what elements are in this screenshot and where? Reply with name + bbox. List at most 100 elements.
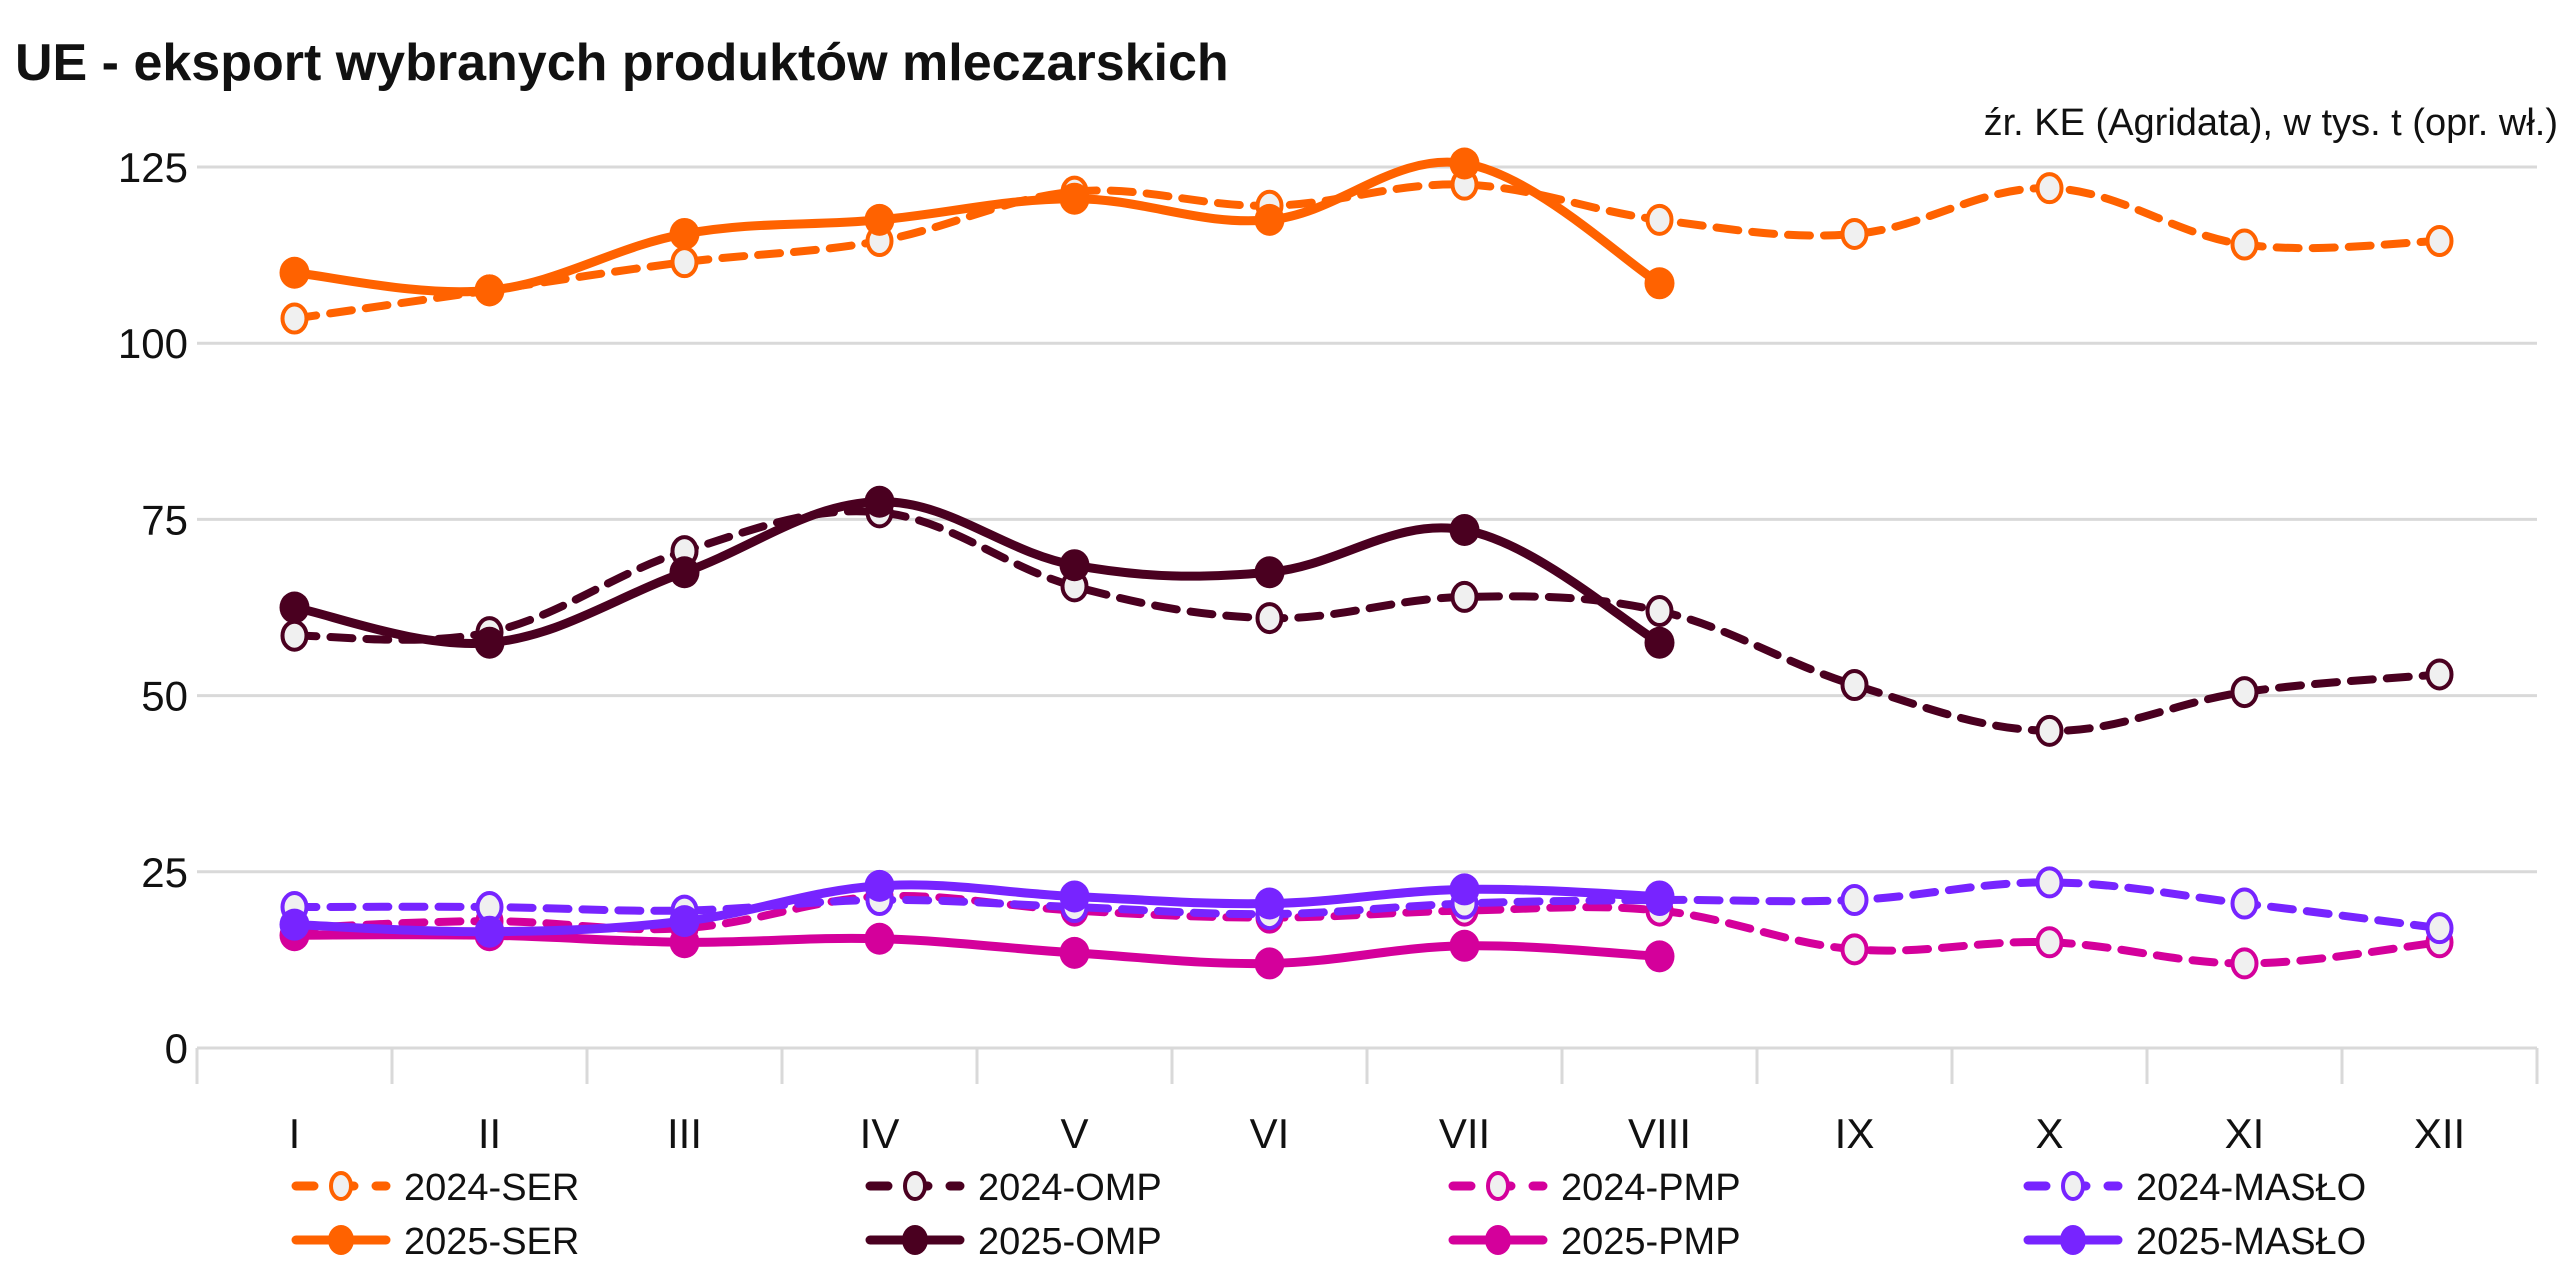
legend-item: 2024-OMP bbox=[865, 1167, 1162, 1209]
legend-item: 2024-MASŁO bbox=[2023, 1167, 2366, 1209]
data-point bbox=[864, 922, 895, 955]
series-line bbox=[294, 930, 1660, 969]
data-point bbox=[1644, 880, 1675, 913]
legend-item: 2024-SER bbox=[291, 1167, 579, 1209]
data-point bbox=[2230, 887, 2259, 920]
data-point bbox=[1254, 556, 1285, 589]
data-point bbox=[280, 302, 309, 335]
x-tick-label: VIII bbox=[1628, 1110, 1691, 1157]
series-lines bbox=[279, 147, 2454, 980]
series-line bbox=[290, 892, 2444, 968]
data-point bbox=[669, 556, 700, 589]
series-2025-masło bbox=[279, 869, 1675, 948]
legend-label: 2025-PMP bbox=[1561, 1221, 1741, 1263]
data-point bbox=[1645, 203, 1674, 236]
y-tick-label: 100 bbox=[118, 320, 188, 367]
data-point bbox=[1059, 936, 1090, 969]
data-point bbox=[2035, 926, 2064, 959]
y-tick-label: 25 bbox=[141, 849, 188, 896]
x-tick-label: XII bbox=[2414, 1110, 2465, 1157]
legend-marker bbox=[1486, 1171, 1510, 1201]
data-point bbox=[1644, 940, 1675, 973]
data-point bbox=[279, 591, 310, 624]
data-point bbox=[2230, 947, 2259, 980]
x-tick-label: V bbox=[1060, 1110, 1088, 1157]
y-tick-label: 125 bbox=[118, 144, 188, 191]
legend-marker bbox=[328, 1225, 354, 1255]
legend-label: 2024-MASŁO bbox=[2136, 1167, 2366, 1209]
series-2024-ser bbox=[280, 168, 2454, 335]
data-point bbox=[1059, 182, 1090, 215]
data-point bbox=[1840, 669, 1869, 702]
legend-item: 2025-OMP bbox=[865, 1221, 1162, 1263]
legend-item: 2024-PMP bbox=[1448, 1167, 1741, 1209]
data-point bbox=[2035, 714, 2064, 747]
chart-subtitle: źr. KE (Agridata), w tys. t (opr. wł.) bbox=[1984, 102, 2558, 144]
y-tick-label: 0 bbox=[165, 1025, 188, 1072]
data-point bbox=[474, 626, 505, 659]
series-2025-ser bbox=[279, 147, 1675, 307]
x-tick-label: I bbox=[289, 1110, 301, 1157]
data-point bbox=[2035, 172, 2064, 205]
data-point bbox=[1840, 883, 1869, 916]
data-point bbox=[1644, 626, 1675, 659]
data-point bbox=[280, 619, 309, 652]
data-point bbox=[2230, 676, 2259, 709]
legend-item: 2025-PMP bbox=[1448, 1221, 1741, 1263]
data-point bbox=[474, 915, 505, 948]
data-point bbox=[279, 908, 310, 941]
data-point bbox=[1449, 929, 1480, 962]
legend-marker bbox=[2061, 1171, 2085, 1201]
series-2025-omp bbox=[279, 485, 1675, 659]
x-tick-label: XI bbox=[2225, 1110, 2265, 1157]
legend: 2024-SER 2024-OMP 2024-PMP 2024-MASŁO 2025-S… bbox=[291, 1167, 2366, 1263]
data-point bbox=[2230, 228, 2259, 261]
chart-title: UE - eksport wybranych produktów mleczar… bbox=[15, 34, 1229, 92]
legend-item: 2025-MASŁO bbox=[2023, 1221, 2366, 1263]
legend-marker bbox=[329, 1171, 353, 1201]
x-tick-label: IV bbox=[860, 1110, 900, 1157]
data-point bbox=[279, 256, 310, 289]
series-line bbox=[290, 878, 2444, 933]
data-point bbox=[1449, 513, 1480, 546]
data-point bbox=[1645, 595, 1674, 628]
data-point bbox=[2425, 225, 2454, 258]
x-tick-label: II bbox=[478, 1110, 501, 1157]
legend-label: 2024-PMP bbox=[1561, 1167, 1741, 1209]
x-tick-label: VI bbox=[1250, 1110, 1290, 1157]
gridlines bbox=[197, 165, 2537, 874]
data-point bbox=[1254, 887, 1285, 920]
x-tick-label: IX bbox=[1835, 1110, 1875, 1157]
data-point bbox=[864, 203, 895, 236]
series-2024-omp bbox=[280, 496, 2454, 747]
data-point bbox=[474, 274, 505, 307]
legend-label: 2024-SER bbox=[404, 1167, 579, 1209]
legend-marker bbox=[1485, 1225, 1511, 1255]
data-point bbox=[1059, 549, 1090, 582]
data-point bbox=[1840, 933, 1869, 966]
legend-label: 2025-MASŁO bbox=[2136, 1221, 2366, 1263]
data-point bbox=[1449, 873, 1480, 906]
legend-marker bbox=[2060, 1225, 2086, 1255]
data-point bbox=[1840, 217, 1869, 250]
legend-marker bbox=[902, 1225, 928, 1255]
data-point bbox=[669, 217, 700, 250]
legend-label: 2025-OMP bbox=[978, 1221, 1162, 1263]
y-tick-label: 75 bbox=[141, 496, 188, 543]
x-tick-label: III bbox=[667, 1110, 702, 1157]
legend-label: 2025-SER bbox=[404, 1221, 579, 1263]
data-point bbox=[864, 869, 895, 902]
x-tick-label: VII bbox=[1439, 1110, 1490, 1157]
series-line bbox=[290, 180, 2444, 323]
series-line bbox=[294, 880, 1660, 937]
legend-label: 2024-OMP bbox=[978, 1167, 1162, 1209]
legend-marker bbox=[903, 1171, 927, 1201]
data-point bbox=[1254, 947, 1285, 980]
data-point bbox=[1450, 580, 1479, 613]
data-point bbox=[1059, 880, 1090, 913]
data-point bbox=[670, 246, 699, 279]
data-point bbox=[1449, 147, 1480, 180]
series-line bbox=[290, 507, 2444, 735]
data-point bbox=[1255, 602, 1284, 635]
